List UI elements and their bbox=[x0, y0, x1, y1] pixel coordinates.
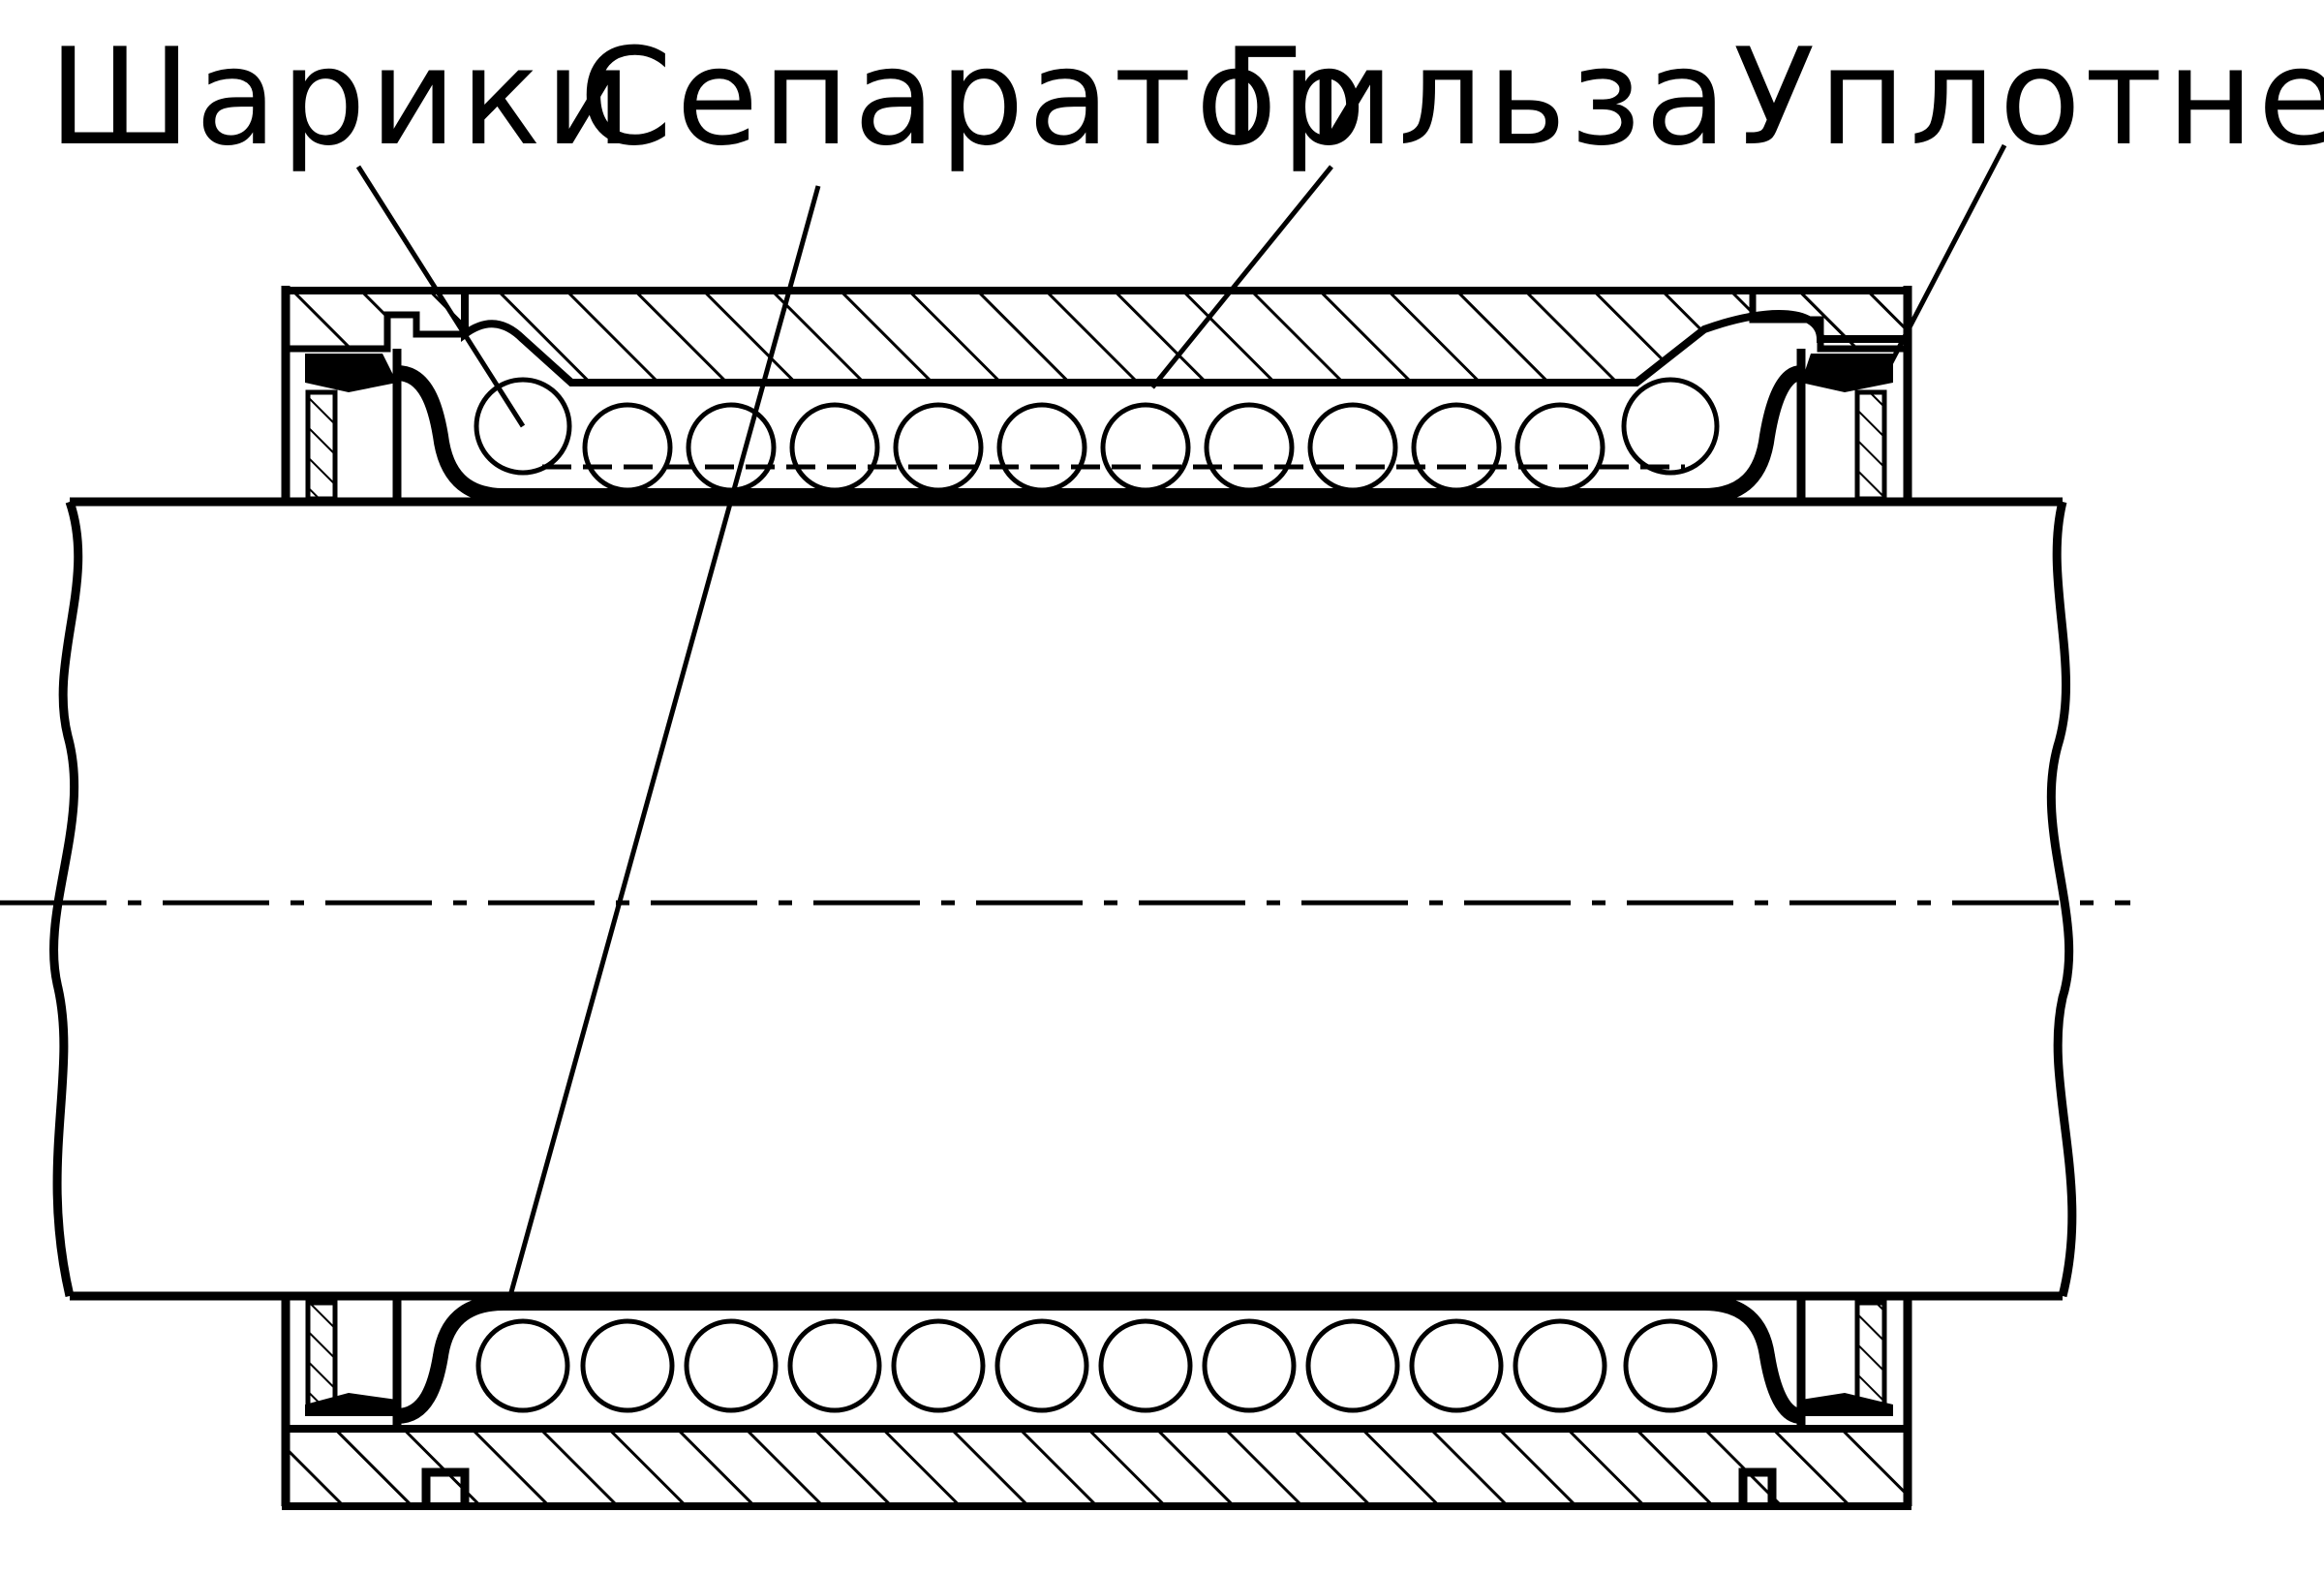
balls-top bbox=[474, 377, 1720, 493]
cage-bottom bbox=[396, 1295, 1803, 1424]
leader-sleeve bbox=[1150, 165, 1333, 389]
seal-lip-bottom-right bbox=[1801, 1393, 1893, 1416]
seal-bottom-left bbox=[305, 1300, 338, 1412]
cage-top bbox=[396, 365, 1803, 504]
label-balls: Шарики bbox=[48, 19, 635, 175]
label-seal: Уплотнение bbox=[1733, 19, 2324, 175]
leader-seal bbox=[1885, 143, 2007, 370]
seal-lip-top-right bbox=[1801, 354, 1893, 392]
housing-top-left bbox=[281, 286, 402, 507]
seal-lip-top-left bbox=[305, 354, 397, 392]
shaft bbox=[49, 497, 2077, 1301]
seal-top-left bbox=[305, 389, 338, 502]
sleeve-bottom bbox=[282, 1425, 1911, 1510]
bearing-bottom-half bbox=[281, 1295, 1912, 1510]
balls-bottom bbox=[475, 1318, 1718, 1413]
housing-top-right bbox=[1796, 286, 1912, 507]
bearing-top-half bbox=[281, 286, 1912, 507]
leader-balls bbox=[355, 165, 526, 428]
sleeve-top-left-shoulder bbox=[282, 287, 469, 353]
label-cage: Сепаратор bbox=[579, 19, 1370, 175]
seal-lip-bottom-left bbox=[305, 1393, 397, 1416]
sleeve-top bbox=[286, 287, 1911, 386]
sleeve-top-right-shoulder bbox=[1749, 287, 1911, 353]
seal-top-right bbox=[1854, 389, 1887, 502]
seal-bottom-right bbox=[1854, 1300, 1887, 1412]
label-sleeve: Гильза bbox=[1222, 19, 1730, 175]
leader-cage bbox=[505, 185, 821, 1304]
